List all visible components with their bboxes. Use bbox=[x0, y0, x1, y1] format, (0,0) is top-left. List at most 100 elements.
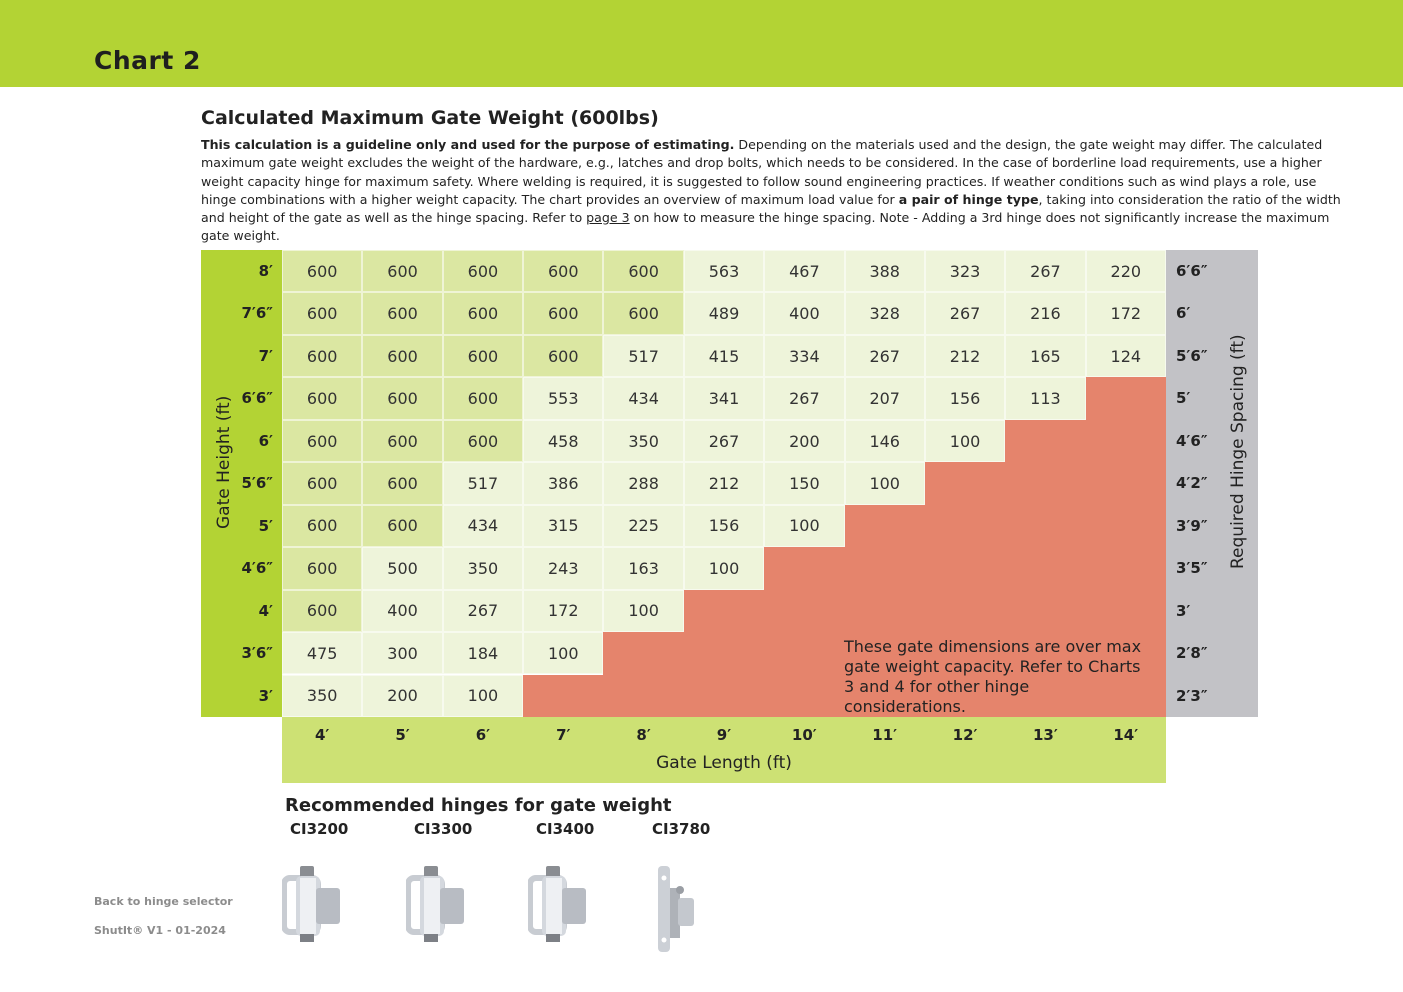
table-cell: 184 bbox=[442, 632, 524, 675]
table-cell: 600 bbox=[442, 377, 524, 420]
over-capacity-region bbox=[764, 547, 1167, 591]
table-cell: 124 bbox=[1085, 334, 1166, 378]
table-cell: 267 bbox=[683, 419, 765, 463]
hinge-spacing-label: 3′ bbox=[1176, 601, 1191, 620]
table-cell: 163 bbox=[603, 547, 684, 590]
column-label: 8′ bbox=[636, 726, 651, 744]
gate-length-axis: Gate Length (ft) 4′ 5′ 6′ 7′ 8′ 9′ 10′ 11′ 12′ 13… bbox=[282, 717, 1166, 783]
table-cell: 600 bbox=[523, 334, 604, 378]
column-label: 14′ bbox=[1113, 726, 1139, 744]
table-cell: 350 bbox=[603, 419, 684, 463]
hinge-name: CI3300 bbox=[414, 820, 473, 838]
table-cell: 100 bbox=[523, 632, 604, 675]
table-cell: 517 bbox=[442, 462, 524, 505]
table-cell: 458 bbox=[523, 419, 604, 463]
back-to-hinge-selector-link[interactable]: Back to hinge selector bbox=[94, 895, 233, 908]
row-label: 7′6″ bbox=[241, 304, 273, 323]
table-cell: 434 bbox=[603, 377, 684, 420]
over-capacity-region bbox=[924, 462, 1167, 506]
table-cell: 100 bbox=[924, 419, 1006, 463]
table-cell: 415 bbox=[683, 334, 765, 378]
table-cell: 400 bbox=[764, 292, 845, 335]
table-cell: 200 bbox=[764, 419, 845, 463]
table-cell: 165 bbox=[1005, 334, 1086, 378]
description-text-3: on how to measure the hinge spacing. Not… bbox=[201, 210, 1330, 244]
header-bar: Chart 2 bbox=[0, 0, 1403, 87]
hinge-product-ci3200[interactable]: CI3200 bbox=[282, 820, 348, 942]
y2-axis-title: Required Hinge Spacing (ft) bbox=[1228, 334, 1248, 569]
table-cell: 553 bbox=[523, 377, 604, 420]
table-cell: 467 bbox=[764, 250, 845, 293]
column-label: 5′ bbox=[395, 726, 410, 744]
column-label: 11′ bbox=[872, 726, 898, 744]
table-cell: 220 bbox=[1085, 250, 1166, 293]
hinge-spacing-label: 5′6″ bbox=[1176, 346, 1208, 365]
description: This calculation is a guideline only and… bbox=[201, 136, 1351, 246]
table-cell: 600 bbox=[442, 292, 524, 335]
table-cell: 600 bbox=[282, 292, 363, 335]
hinge-spacing-label: 4′2″ bbox=[1176, 474, 1208, 493]
table-cell: 216 bbox=[1005, 292, 1086, 335]
table-cell: 100 bbox=[683, 547, 765, 590]
table-cell: 600 bbox=[603, 292, 684, 335]
table-cell: 267 bbox=[924, 292, 1006, 335]
table-cell: 172 bbox=[523, 589, 604, 633]
table-cell: 267 bbox=[1005, 250, 1086, 293]
row-label: 3′ bbox=[258, 686, 273, 705]
table-cell: 267 bbox=[844, 334, 925, 378]
table-cell: 350 bbox=[282, 674, 363, 717]
page-3-link[interactable]: page 3 bbox=[586, 210, 630, 226]
row-label: 6′6″ bbox=[241, 389, 273, 408]
hinge-spacing-label: 2′3″ bbox=[1176, 686, 1208, 705]
description-text-1: Depending on the materials used and the … bbox=[201, 137, 1323, 207]
table-cell: 172 bbox=[1085, 292, 1166, 335]
hinge-name: CI3400 bbox=[536, 820, 595, 838]
gate-height-axis bbox=[201, 250, 282, 717]
table-cell: 212 bbox=[683, 462, 765, 505]
table-cell: 600 bbox=[362, 419, 443, 463]
description-text-2: , taking into consideration the ratio of… bbox=[201, 191, 1341, 226]
table-cell: 150 bbox=[764, 462, 845, 505]
column-label: 13′ bbox=[1033, 726, 1058, 744]
table-cell: 600 bbox=[362, 377, 443, 420]
hinge-spacing-label: 6′6″ bbox=[1176, 262, 1208, 280]
table-cell: 600 bbox=[442, 250, 524, 293]
hinge-product-ci3780[interactable]: CI3780 bbox=[652, 820, 710, 952]
table-cell: 156 bbox=[683, 504, 765, 548]
table-cell: 146 bbox=[844, 419, 925, 463]
table-cell: 600 bbox=[362, 334, 443, 378]
table-cell: 600 bbox=[282, 504, 363, 548]
hinge-product-ci3400[interactable]: CI3400 bbox=[528, 820, 595, 942]
table-cell: 563 bbox=[683, 250, 765, 293]
column-label: 4′ bbox=[314, 726, 330, 744]
table-cell: 600 bbox=[362, 292, 443, 335]
table-cell: 600 bbox=[282, 377, 363, 420]
column-label: 7′ bbox=[556, 726, 571, 744]
section-title: Calculated Maximum Gate Weight (600lbs) bbox=[201, 107, 659, 129]
table-cell: 323 bbox=[924, 250, 1006, 293]
column-label: 10′ bbox=[791, 726, 817, 744]
row-label: 4′ bbox=[258, 601, 273, 620]
table-cell: 600 bbox=[282, 589, 363, 633]
description-pair: a pair of hinge type bbox=[898, 191, 1039, 207]
x-axis-title: Gate Length (ft) bbox=[656, 753, 792, 773]
hinge-spacing-label: 6′ bbox=[1176, 304, 1191, 323]
table-cell: 388 bbox=[844, 250, 925, 293]
table-cell: 475 bbox=[282, 632, 363, 675]
table-cell: 500 bbox=[362, 547, 443, 590]
hinge-image bbox=[528, 866, 586, 942]
row-label: 8′ bbox=[258, 262, 273, 280]
table-cell: 600 bbox=[282, 250, 363, 293]
table-cell: 225 bbox=[603, 504, 684, 548]
table-cell: 517 bbox=[603, 334, 684, 378]
table-cell: 400 bbox=[362, 589, 443, 633]
hinge-image bbox=[282, 866, 340, 942]
hinge-spacing-label: 4′6″ bbox=[1176, 431, 1208, 450]
hinge-product-ci3300[interactable]: CI3300 bbox=[406, 820, 473, 942]
table-cell: 156 bbox=[924, 377, 1006, 420]
table-cell: 341 bbox=[683, 377, 765, 420]
gate-weight-table: Gate Height (ft) Required Hinge Spacing … bbox=[201, 250, 1258, 718]
hinge-spacing-label: 3′9″ bbox=[1176, 516, 1208, 535]
over-capacity-region bbox=[523, 674, 1167, 718]
hinge-spacing-label: 2′8″ bbox=[1176, 644, 1208, 663]
